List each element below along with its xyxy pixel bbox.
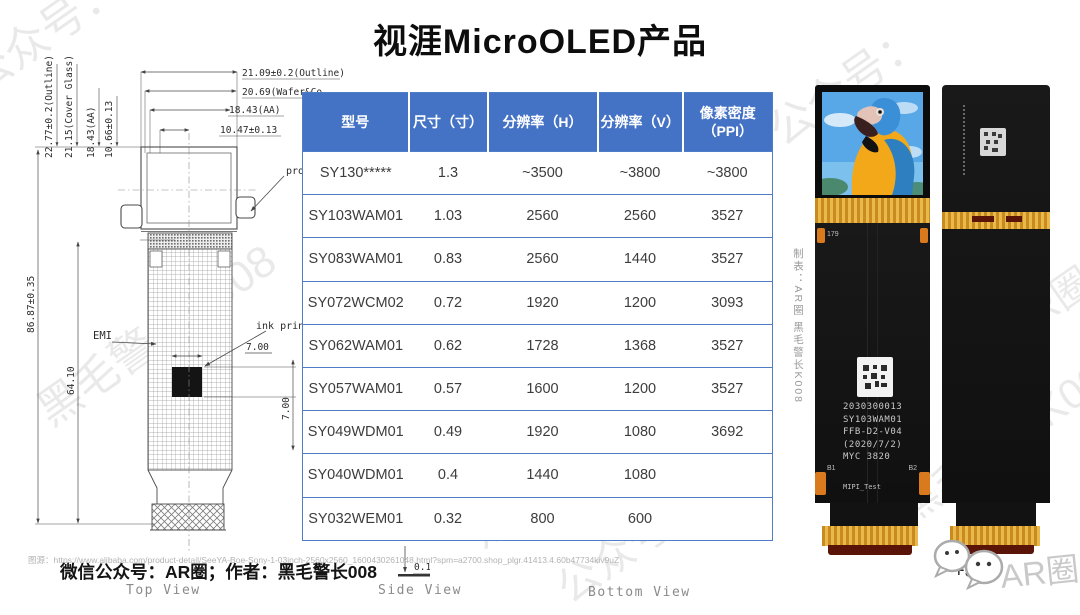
dim-aa-v: 18.43(AA)	[86, 107, 97, 158]
table-row: SY062WAM01 0.62 1728 1368 3527	[302, 323, 773, 368]
table-row: SY040WDM01 0.4 1440 1080	[302, 453, 773, 497]
side-view-label: Side View	[378, 583, 462, 598]
page-title: 视涯MicroOLED产品	[372, 23, 708, 61]
wechat-logo-icon	[933, 539, 1004, 591]
image-source-url: 图源：https://www.alibaba.com/product-detai…	[28, 555, 620, 565]
bottom-view-label: Bottom View	[588, 585, 691, 600]
table-row: SY057WAM01 0.57 1600 1200 3527	[302, 366, 773, 411]
dim-1066: 10.66±0.13	[104, 101, 115, 158]
wechat-account-line: 微信公众号：AR圈；作者：黑毛警长008	[60, 562, 377, 582]
dim-outline-v: 22.77±0.2(Outline)	[44, 55, 55, 158]
dim-700-v: 7.00	[281, 397, 292, 420]
table-row: SY072WCM02 0.72 1920 1200 3093	[302, 280, 773, 325]
dim-8687: 86.87±0.35	[26, 276, 37, 333]
pro-label: pro	[286, 166, 304, 177]
fpc-label-text: 2030300013 SY103WAM01 FFB-D2-V04 (2020/7…	[843, 402, 903, 462]
tab-b2-label: B2	[908, 465, 917, 472]
dim-cover-v: 21.15(Cover Glass)	[64, 55, 75, 158]
dim-1047: 10.47±0.13	[220, 125, 277, 136]
table-header-row: 型号 尺寸（寸） 分辨率（H） 分辨率（V） 像素密度（PPI）	[302, 92, 773, 152]
dim-outline-h: 21.09±0.2(Outline)	[242, 68, 345, 79]
technical-drawing: 21.09±0.2(Outline) 20.69(Wafer&Co 18.43(…	[26, 55, 430, 577]
table-credit-vertical: 制表：AR圈 黑毛警长K008	[792, 248, 804, 405]
top-view-label: Top View	[126, 583, 201, 598]
front-gold-band	[815, 198, 930, 223]
dim-wafer-h: 20.69(Wafer&Co	[242, 87, 322, 98]
table-row: SY103WAM01 1.03 2560 2560 3527	[302, 194, 773, 238]
front-flex-body: 179 2030300013 SY103WAM01 FFB-D2-V04 (20…	[815, 223, 930, 503]
table-row: SY130***** 1.3 ~3500 ~3800 ~3800	[302, 150, 773, 195]
dim-015: 0.15±0.03	[414, 562, 430, 573]
product-spec-table: 型号 尺寸（寸） 分辨率（H） 分辨率（V） 像素密度（PPI） SY130**…	[302, 92, 773, 541]
table-row: SY032WEM01 0.32 800 600	[302, 496, 773, 541]
display-bezel	[815, 85, 930, 198]
flex-corner-code: 179	[827, 231, 839, 238]
dim-700: 7.00	[246, 342, 269, 353]
mipi-test-label: MIPI_Test	[843, 483, 881, 491]
ink-print-label: ink print	[256, 321, 310, 332]
col-ppi: 像素密度（PPI）	[681, 92, 773, 152]
dim-6410: 64.10	[66, 366, 77, 395]
qr-code	[857, 357, 893, 397]
emi-label: EMI	[93, 330, 112, 342]
table-row: SY049WDM01 0.49 1920 1080 3692	[302, 410, 773, 454]
col-model: 型号	[302, 92, 409, 152]
table-row: SY083WAM01 0.83 2560 1440 3527	[302, 237, 773, 282]
col-res-v: 分辨率（V）	[596, 92, 683, 152]
col-size: 尺寸（寸）	[407, 92, 488, 152]
dim-aa-h: 18.43(AA)	[229, 105, 280, 116]
tab-b1-label: B1	[827, 465, 836, 472]
parrot-demo-image	[822, 92, 923, 195]
back-flex-body	[942, 85, 1050, 503]
back-qr-code	[980, 128, 1006, 156]
col-res-h: 分辨率（H）	[486, 92, 598, 152]
